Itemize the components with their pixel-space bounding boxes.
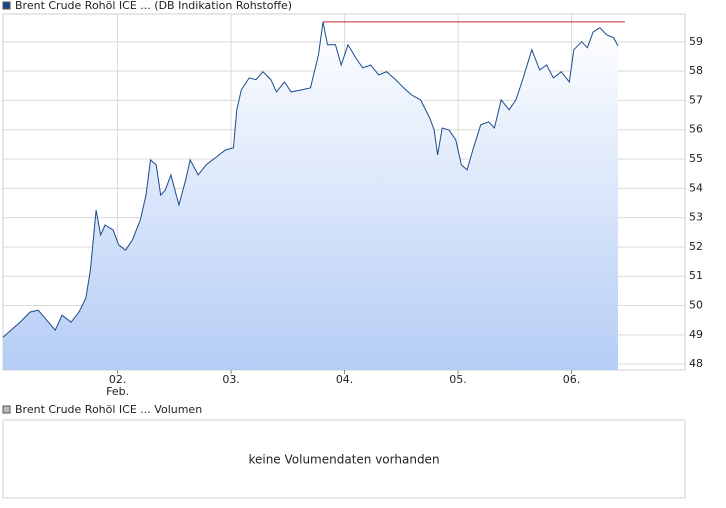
y-tick-label: 57 bbox=[689, 93, 703, 106]
legend-swatch bbox=[2, 1, 11, 10]
y-tick-label: 50 bbox=[689, 299, 703, 312]
y-tick-label: 56 bbox=[689, 123, 703, 136]
volume-legend-label: Brent Crude Rohöl ICE ... Volumen bbox=[15, 403, 202, 416]
y-tick-label: 53 bbox=[689, 211, 703, 224]
x-tick-label: 02. bbox=[109, 373, 127, 386]
y-tick-label: 51 bbox=[689, 269, 703, 282]
y-tick-label: 55 bbox=[689, 152, 703, 165]
y-tick-label: 49 bbox=[689, 328, 703, 341]
x-tick-label: 04. bbox=[336, 373, 354, 386]
y-tick-label: 58 bbox=[689, 64, 703, 77]
y-tick-label: 48 bbox=[689, 357, 703, 370]
volume-legend-swatch bbox=[2, 405, 11, 414]
y-tick-label: 52 bbox=[689, 240, 703, 253]
x-tick-label: 05. bbox=[449, 373, 467, 386]
x-tick-label: 03. bbox=[222, 373, 240, 386]
y-tick-label: 54 bbox=[689, 181, 703, 194]
legend-label: Brent Crude Rohöl ICE ... (DB Indikation… bbox=[15, 0, 292, 12]
volume-frame bbox=[2, 419, 686, 499]
area bbox=[3, 21, 618, 371]
x-tick-label: 06. bbox=[563, 373, 581, 386]
volume-message: keine Volumendaten vorhanden bbox=[248, 453, 439, 467]
x-month-label: Feb. bbox=[106, 385, 129, 398]
price-line bbox=[2, 21, 619, 338]
y-tick-label: 59 bbox=[689, 35, 703, 48]
